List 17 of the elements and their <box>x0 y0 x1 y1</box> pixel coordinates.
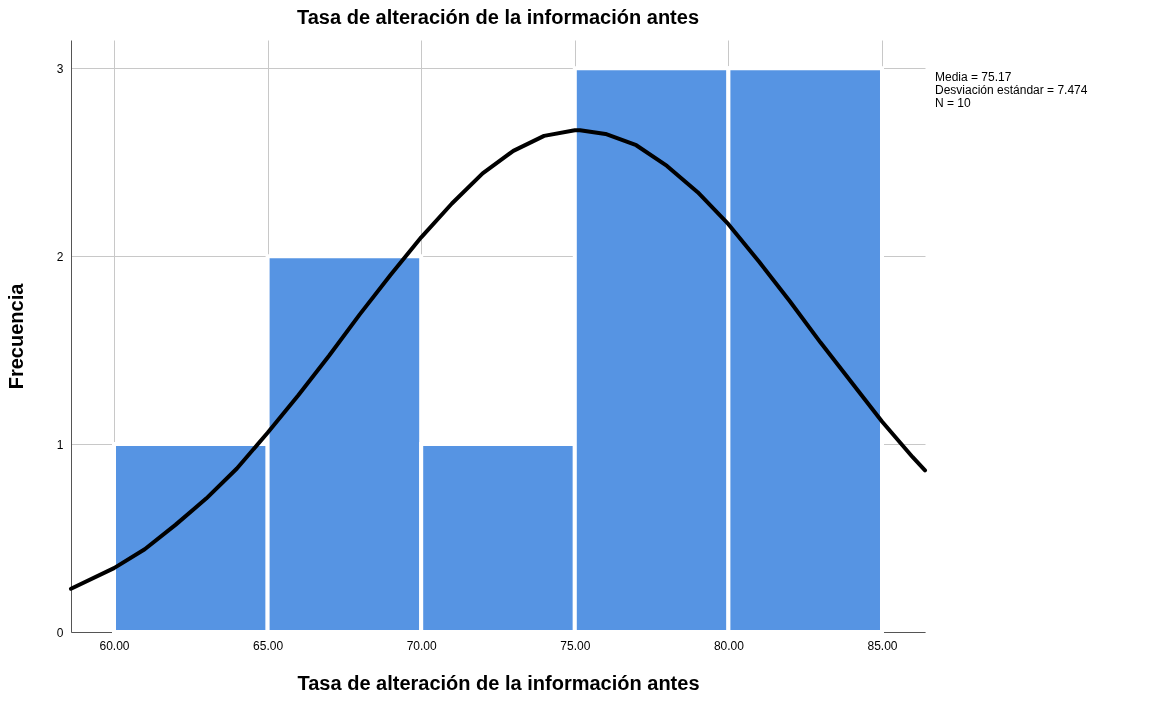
text: N = 10 <box>935 96 972 110</box>
line-series <box>69 128 927 591</box>
text: Desviación estándar = 7.474 <box>935 83 1088 97</box>
y-axis-title: Frecuencia <box>4 282 27 390</box>
x-tick-label: 80.00 <box>713 638 745 653</box>
x-tick-label: 85.00 <box>867 638 898 653</box>
x-tick-label: 60.00 <box>99 638 130 653</box>
y-tick-label: 3 <box>56 61 64 76</box>
y-tick-label: 0 <box>56 625 64 640</box>
x-axis-title: Tasa de alteración de la información antes <box>297 671 700 694</box>
chart-title: Tasa de alteración de la información antes <box>297 6 699 28</box>
x-tick-label: 65.00 <box>253 638 284 653</box>
y-tick-label: 1 <box>56 437 64 452</box>
x-tick-label: 75.00 <box>560 638 591 653</box>
x-tick-label: 70.00 <box>406 638 438 653</box>
text: Media = 75.17 <box>935 70 1012 84</box>
y-tick-label: 2 <box>56 249 64 264</box>
